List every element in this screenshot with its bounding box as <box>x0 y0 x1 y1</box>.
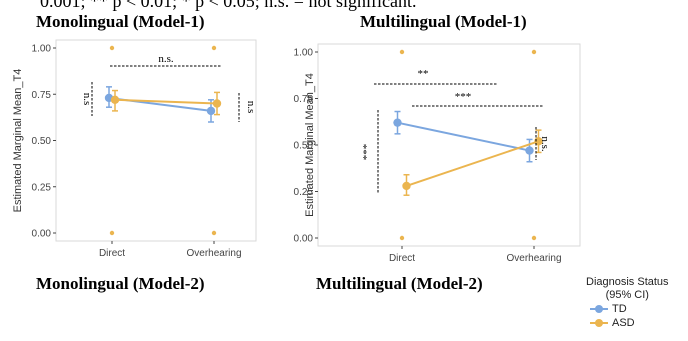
series-line-td <box>397 121 530 152</box>
header-fragment: 0.001; ** p < 0.01; * p < 0.05; n.s. = n… <box>40 0 417 11</box>
legend-label-asd: ASD <box>612 317 635 329</box>
series-line-asd <box>114 98 218 105</box>
mean-point-asd <box>212 99 222 108</box>
y-tick-label: 0.00 <box>32 229 52 240</box>
x-tick-label: Direct <box>99 248 125 259</box>
y-tick-label: 1.00 <box>32 44 52 55</box>
legend-item-td: TD <box>590 302 669 316</box>
legend-key-td <box>590 304 608 314</box>
title-bottom-right: Multilingual (Model-2) <box>316 274 483 293</box>
title-top-left: Monolingual (Model-1) <box>36 12 205 31</box>
y-tick-label: 0.75 <box>32 90 52 101</box>
raw-point <box>211 230 217 236</box>
y-axis-label: Estimated Marginal Mean_T4 <box>304 73 316 217</box>
title-bottom-left: Monolingual (Model-2) <box>36 274 205 293</box>
significance-label: n.s <box>245 101 257 114</box>
y-axis-label: Estimated Marginal Mean_T4 <box>12 69 24 213</box>
panel-border <box>55 39 257 242</box>
raw-point <box>531 235 537 241</box>
x-tick-label: Direct <box>389 253 415 264</box>
raw-point <box>399 49 405 55</box>
legend: Diagnosis Status (95% CI) TD ASD <box>586 276 669 330</box>
y-tick-label: 1.00 <box>294 48 314 59</box>
x-tick-label: Overhearing <box>186 248 241 259</box>
raw-point <box>109 45 115 51</box>
significance-label: *** <box>361 144 373 161</box>
raw-point <box>211 45 217 51</box>
mean-point-td <box>525 146 534 155</box>
significance-label: *** <box>455 91 472 103</box>
chart-multilingual-model1: 0.00 0.25 0.50 0.75 1.00 Estimated Marginal M… <box>294 43 581 264</box>
y-tick-label: 0.75 <box>294 94 314 105</box>
significance-label: ** <box>418 68 429 80</box>
significance-label: n.s. <box>539 136 551 152</box>
legend-key-asd <box>590 318 608 328</box>
raw-point <box>531 49 537 55</box>
y-tick-label: 0.00 <box>294 234 314 245</box>
raw-point <box>109 230 115 236</box>
significance-label: n.s <box>81 93 93 106</box>
chart-monolingual-model1: 0.00 0.25 0.50 0.75 1.00 Estimated Marginal M… <box>12 39 257 259</box>
y-tick-label: 0.25 <box>32 182 52 193</box>
legend-title-line2: (95% CI) <box>605 289 649 301</box>
legend-label-td: TD <box>612 303 627 315</box>
y-tick-label: 0.50 <box>294 141 314 152</box>
legend-item-asd: ASD <box>590 316 669 330</box>
mean-point-asd <box>110 95 120 105</box>
y-tick-label: 0.50 <box>32 136 52 147</box>
significance-label: n.s. <box>158 53 174 65</box>
title-top-right: Multilingual (Model-1) <box>360 12 527 31</box>
y-tick-label: 0.25 <box>294 187 314 198</box>
mean-point-td <box>206 106 216 116</box>
x-tick-label: Overhearing <box>506 253 561 264</box>
legend-title-line1: Diagnosis Status <box>586 276 669 288</box>
mean-point-asd <box>402 181 411 191</box>
series-line-asd <box>406 140 539 187</box>
raw-point <box>399 235 405 241</box>
mean-point-td <box>393 118 402 127</box>
